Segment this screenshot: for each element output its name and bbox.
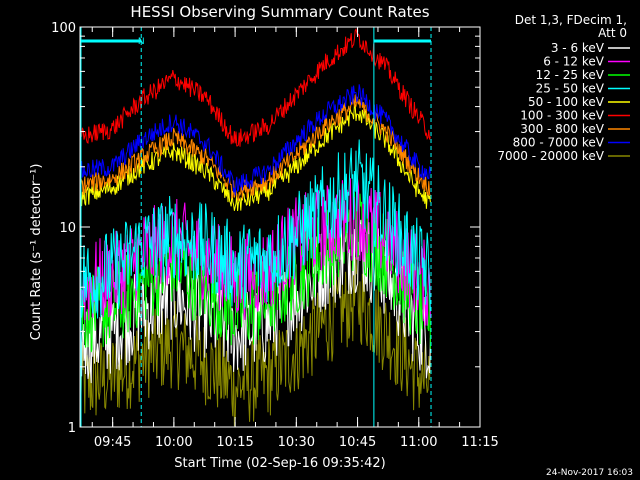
legend-label: 6 - 12 keV — [543, 55, 605, 69]
legend-header-line-1: Det 1,3, FDecim 1, — [515, 13, 627, 27]
y-tick-label: 1 — [68, 421, 76, 436]
legend-label: 300 - 800 keV — [520, 122, 604, 136]
legend-label: 800 - 7000 keV — [513, 136, 605, 150]
x-axis-label: Start Time (02-Sep-16 09:35:42) — [174, 456, 385, 471]
series-lines — [80, 28, 431, 427]
night-marker-label: N — [138, 37, 145, 47]
x-tick-label: 10:00 — [155, 435, 192, 450]
y-tick-label: 10 — [59, 221, 76, 236]
series-line-100-300-kev — [80, 28, 431, 147]
legend-label: 12 - 25 keV — [536, 68, 605, 82]
plot-area: N 1 10 100 09:45 10:00 10:15 10:30 10:45 11:00 11:… — [51, 21, 499, 450]
legend-label: 50 - 100 keV — [528, 95, 605, 109]
x-tick-label: 09:45 — [94, 435, 131, 450]
timestamp: 24-Nov-2017 16:03 — [546, 468, 633, 478]
x-tick-label: 10:45 — [339, 435, 376, 450]
x-tick-label: 10:15 — [216, 435, 253, 450]
series-line-25-50-kev — [80, 139, 431, 319]
chart-title: HESSI Observing Summary Count Rates — [130, 3, 429, 21]
series-line-300-800-kev — [80, 94, 431, 202]
series-line-800-7000-kev — [80, 84, 431, 196]
legend-label: 100 - 300 keV — [520, 109, 604, 123]
y-axis-label: Count Rate (s⁻¹ detector⁻¹) — [29, 164, 44, 341]
x-tick-label: 11:00 — [400, 435, 437, 450]
x-tick-label: 11:15 — [461, 435, 498, 450]
x-tick-label: 10:30 — [278, 435, 315, 450]
y-tick-label: 100 — [51, 21, 76, 36]
legend-label: 7000 - 20000 keV — [497, 149, 604, 163]
legend-label: 25 - 50 keV — [536, 82, 605, 96]
legend-label: 3 - 6 keV — [551, 41, 605, 55]
legend-header-line-2: Att 0 — [598, 26, 627, 40]
